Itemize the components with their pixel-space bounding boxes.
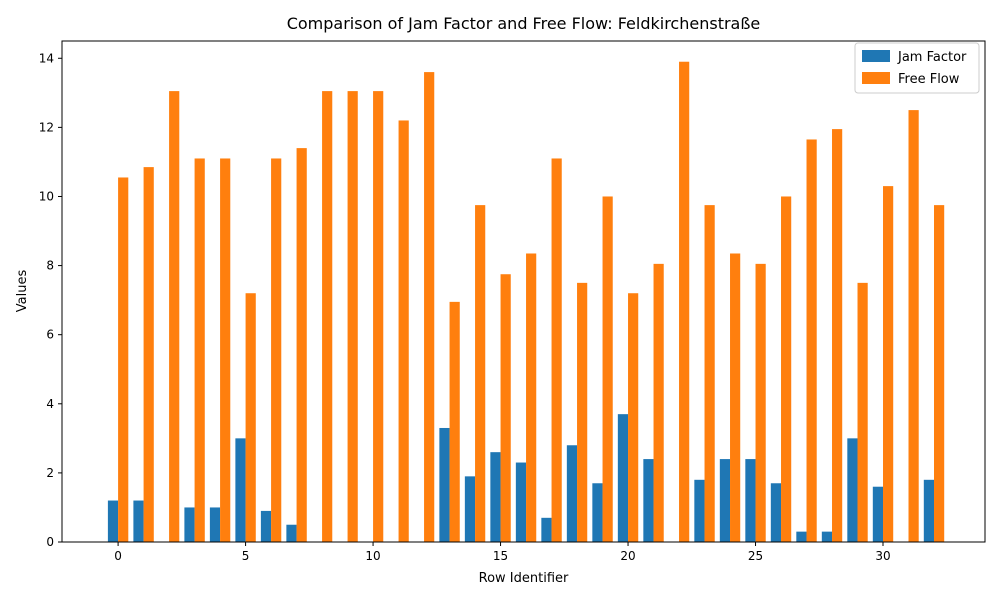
bar-free-flow-0 <box>118 177 129 542</box>
bar-jam-factor-19 <box>592 483 603 542</box>
y-tick-label: 12 <box>39 120 54 134</box>
bar-free-flow-16 <box>526 253 537 542</box>
bar-jam-factor-24 <box>719 459 731 542</box>
bar-free-flow-4 <box>220 158 231 542</box>
bar-free-flow-6 <box>271 158 282 542</box>
bar-jam-factor-20 <box>617 414 629 542</box>
x-tick-label: 10 <box>365 549 380 563</box>
bars-layer <box>107 61 945 543</box>
bar-free-flow-1 <box>143 167 154 542</box>
bar-free-flow-14 <box>475 205 486 542</box>
bar-jam-factor-15 <box>490 452 501 542</box>
bar-jam-factor-1 <box>133 500 144 542</box>
x-tick-label: 5 <box>242 549 250 563</box>
bar-jam-factor-29 <box>847 438 858 542</box>
bar-free-flow-3 <box>194 158 205 542</box>
y-tick-label: 2 <box>46 466 54 480</box>
plot-frame <box>61 40 986 543</box>
y-tick-label: 8 <box>46 259 54 273</box>
bar-free-flow-23 <box>704 205 715 542</box>
bar-free-flow-17 <box>551 158 562 542</box>
bar-jam-factor-6 <box>260 510 272 542</box>
bar-jam-factor-32 <box>923 479 935 542</box>
bar-jam-factor-21 <box>643 459 654 542</box>
y-tick-label: 4 <box>46 397 54 411</box>
bar-jam-factor-28 <box>821 531 833 542</box>
bar-jam-factor-26 <box>770 483 782 542</box>
bar-free-flow-15 <box>500 274 511 542</box>
bar-free-flow-22 <box>679 61 690 543</box>
bar-free-flow-27 <box>806 139 817 542</box>
legend: Jam Factor Free Flow <box>854 42 980 94</box>
bar-free-flow-5 <box>245 293 256 542</box>
chart-title: Comparison of Jam Factor and Free Flow: … <box>287 14 761 33</box>
legend-swatch-free-flow <box>862 72 890 84</box>
y-axis-title: Values <box>15 270 30 313</box>
bar-jam-factor-5 <box>235 438 246 542</box>
bar-jam-factor-30 <box>872 486 884 542</box>
bar-free-flow-11 <box>398 120 409 542</box>
bar-free-flow-12 <box>424 72 435 542</box>
bar-jam-factor-17 <box>541 517 552 542</box>
x-tick-label: 30 <box>875 549 890 563</box>
legend-label-jam-factor: Jam Factor <box>897 50 967 65</box>
bar-jam-factor-18 <box>566 445 578 542</box>
bar-jam-factor-23 <box>694 479 705 542</box>
x-tick-label: 0 <box>114 549 122 563</box>
bar-free-flow-13 <box>449 301 460 542</box>
bar-free-flow-2 <box>169 91 180 542</box>
bar-jam-factor-27 <box>796 531 807 542</box>
bar-free-flow-21 <box>653 263 664 542</box>
bar-free-flow-30 <box>883 186 894 542</box>
bar-jam-factor-3 <box>184 507 195 542</box>
y-tick-label: 6 <box>46 328 54 342</box>
bar-jam-factor-13 <box>439 427 450 542</box>
legend-swatch-jam-factor <box>862 50 890 62</box>
bar-jam-factor-14 <box>464 476 476 542</box>
bar-free-flow-7 <box>296 148 307 542</box>
y-tick-label: 0 <box>46 535 54 549</box>
bar-free-flow-20 <box>628 293 639 542</box>
bar-free-flow-10 <box>373 91 384 542</box>
bar-jam-factor-0 <box>107 500 119 542</box>
y-tick-label: 10 <box>39 189 54 203</box>
bar-free-flow-25 <box>755 263 766 542</box>
bar-free-flow-28 <box>832 129 843 542</box>
legend-label-free-flow: Free Flow <box>898 72 960 87</box>
x-tick-label: 15 <box>493 549 508 563</box>
y-tick-label: 14 <box>39 51 54 65</box>
x-tick-label: 25 <box>748 549 763 563</box>
bar-jam-factor-4 <box>209 507 221 542</box>
x-tick-label: 20 <box>620 549 635 563</box>
bar-free-flow-19 <box>602 196 613 542</box>
bar-free-flow-18 <box>577 282 588 542</box>
bar-free-flow-8 <box>322 91 333 542</box>
bar-free-flow-26 <box>781 196 792 542</box>
bar-free-flow-29 <box>857 282 868 542</box>
bar-free-flow-32 <box>934 205 945 542</box>
bar-jam-factor-16 <box>515 462 527 542</box>
bar-free-flow-31 <box>908 110 919 542</box>
axes-layer: 0 5 10 15 20 25 30 0 2 4 6 8 10 12 14 <box>39 40 986 563</box>
bar-free-flow-9 <box>347 91 358 542</box>
x-axis-title: Row Identifier <box>479 571 569 586</box>
bar-free-flow-24 <box>730 253 741 542</box>
bar-jam-factor-7 <box>286 524 297 542</box>
bar-jam-factor-25 <box>745 459 756 542</box>
